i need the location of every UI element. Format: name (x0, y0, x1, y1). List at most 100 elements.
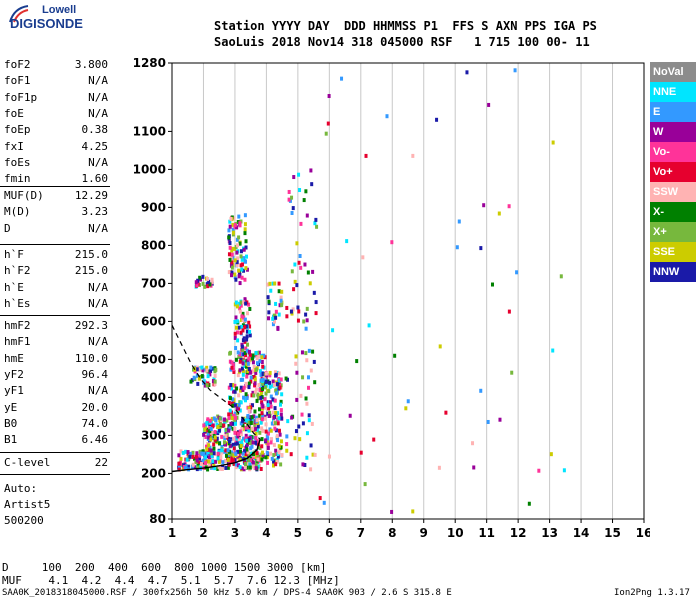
echo-point (324, 131, 328, 136)
param-label: foF1 (4, 74, 31, 88)
echo-point (241, 417, 245, 422)
echo-point (195, 283, 199, 288)
param-label: MUF(D) (4, 189, 44, 202)
echo-point (252, 393, 256, 398)
echo-point (209, 448, 213, 453)
echo-point (272, 453, 276, 458)
echo-point (227, 462, 231, 467)
echo-point (210, 430, 214, 435)
echo-point (244, 301, 248, 306)
echo-point (238, 221, 242, 226)
echo-point (266, 431, 270, 436)
echo-point (234, 421, 238, 426)
echo-point (249, 375, 253, 380)
echo-point (305, 455, 309, 460)
echo-point (258, 387, 262, 392)
echo-point (272, 459, 276, 464)
echo-point (227, 235, 231, 240)
echo-point (302, 198, 306, 203)
param-row: yF1 N/A (4, 384, 108, 400)
echo-point (243, 364, 247, 369)
echo-point (279, 377, 283, 382)
legend-item: E (650, 102, 696, 122)
echo-point (307, 348, 311, 353)
echo-point (279, 412, 283, 417)
param-row: yF2 96.4 (4, 368, 108, 384)
param-value: 12.29 (74, 189, 108, 202)
echo-point (206, 284, 210, 289)
x-tick-label: 4 (262, 526, 270, 540)
echo-point (390, 240, 394, 245)
param-value: 22 (94, 456, 108, 469)
echo-point (256, 453, 260, 458)
echo-point (236, 434, 240, 439)
echo-point (465, 70, 469, 75)
echo-point (186, 452, 190, 457)
y-tick-label: 800 (141, 238, 166, 252)
chart-ticks: 1 2 3 4 5 6 7 8 9 10 11 12 13 14 15 1680200300400500600… (133, 56, 650, 540)
param-label: yF2 (4, 367, 24, 381)
echo-point (271, 316, 275, 321)
echo-point (245, 374, 249, 379)
echo-point (306, 270, 310, 275)
echo-point (234, 462, 238, 467)
echo-traces (177, 68, 566, 514)
echo-point (248, 465, 252, 470)
echo-point (201, 458, 205, 463)
echo-point (486, 419, 490, 424)
echo-point (235, 263, 239, 268)
echo-point (250, 403, 254, 408)
echo-point (234, 315, 238, 320)
echo-point (260, 444, 264, 449)
echo-point (205, 447, 209, 452)
echo-point (239, 388, 243, 393)
echo-point (309, 368, 313, 373)
echo-point (285, 305, 289, 310)
echo-point (240, 257, 244, 262)
echo-point (195, 451, 199, 456)
echo-point (305, 358, 309, 363)
echo-point (245, 329, 249, 334)
echo-point (201, 274, 205, 279)
echo-point (247, 458, 251, 463)
echo-point (189, 379, 193, 384)
echo-point (507, 309, 511, 314)
echo-point (260, 387, 264, 392)
echo-point (230, 252, 234, 257)
echo-point (233, 430, 237, 435)
echo-point (220, 448, 224, 453)
echo-point (235, 237, 239, 242)
echo-point (247, 320, 251, 325)
x-tick-label: 11 (478, 526, 495, 540)
param-label: foEs (4, 155, 31, 169)
echo-point (326, 121, 330, 126)
echo-point (216, 466, 220, 471)
echo-point (211, 424, 215, 429)
echo-point (272, 415, 276, 420)
echo-point (265, 460, 269, 465)
param-row: fmin 1.60 (4, 172, 108, 188)
echo-point (212, 442, 216, 447)
echo-point (200, 365, 204, 370)
echo-point (262, 375, 266, 380)
echo-point (214, 459, 218, 464)
echo-point (246, 414, 250, 419)
echo-point (254, 462, 258, 467)
echo-point (191, 450, 195, 455)
echo-point (313, 452, 317, 457)
echo-point (208, 429, 212, 434)
echo-point (256, 396, 260, 401)
echo-point (222, 440, 226, 445)
echo-point (297, 424, 301, 429)
echo-point (311, 349, 315, 354)
echo-point (212, 416, 216, 421)
echo-point (230, 458, 234, 463)
echo-point (177, 461, 181, 466)
echo-point (270, 456, 274, 461)
echo-point (238, 306, 242, 311)
param-label: yF1 (4, 384, 24, 398)
echo-point (255, 439, 259, 444)
echo-point (217, 459, 221, 464)
echo-point (273, 370, 277, 375)
param-row: fxI 4.25 (4, 140, 108, 156)
